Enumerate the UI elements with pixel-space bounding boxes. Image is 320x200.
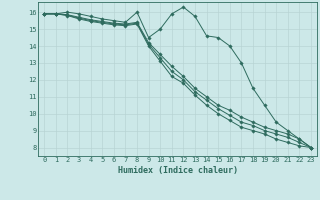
X-axis label: Humidex (Indice chaleur): Humidex (Indice chaleur) xyxy=(118,166,238,175)
